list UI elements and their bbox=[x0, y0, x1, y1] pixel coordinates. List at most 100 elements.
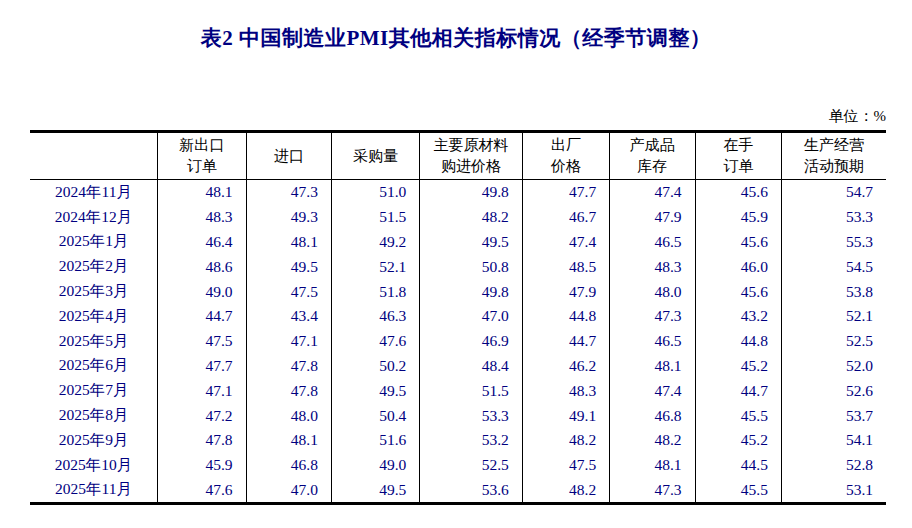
row-label-month: 2025年8月 bbox=[30, 403, 158, 428]
data-cell: 48.5 bbox=[522, 254, 609, 279]
data-cell: 47.8 bbox=[158, 428, 246, 453]
data-cell: 51.8 bbox=[331, 279, 419, 304]
data-cell: 53.8 bbox=[781, 279, 886, 304]
data-cell: 51.5 bbox=[420, 378, 522, 403]
header-row: 新出口 订单 进口 采购量 主要原材料 购进价格 出厂 价格 产成品 库存 在手… bbox=[30, 132, 886, 180]
table-row: 2024年11月48.147.351.049.847.747.445.654.7 bbox=[30, 180, 886, 205]
data-cell: 48.3 bbox=[522, 378, 609, 403]
corner-cell bbox=[30, 132, 158, 180]
data-cell: 51.0 bbox=[331, 180, 419, 205]
data-cell: 43.4 bbox=[246, 304, 331, 329]
data-cell: 53.3 bbox=[781, 205, 886, 230]
data-cell: 47.6 bbox=[331, 329, 419, 354]
data-cell: 49.1 bbox=[522, 403, 609, 428]
data-cell: 49.5 bbox=[420, 230, 522, 255]
data-cell: 46.5 bbox=[610, 230, 695, 255]
data-cell: 48.3 bbox=[158, 205, 246, 230]
data-cell: 52.5 bbox=[420, 453, 522, 478]
data-cell: 53.6 bbox=[420, 478, 522, 504]
data-cell: 47.1 bbox=[246, 329, 331, 354]
data-cell: 48.2 bbox=[522, 428, 609, 453]
table-row: 2025年7月47.147.849.551.548.347.444.752.6 bbox=[30, 378, 886, 403]
data-cell: 48.1 bbox=[158, 180, 246, 205]
document-page: 表2 中国制造业PMI其他相关指标情况（经季节调整） 单位：% 新出口 订单 进… bbox=[0, 0, 912, 528]
data-cell: 45.2 bbox=[695, 354, 781, 379]
data-cell: 47.9 bbox=[610, 205, 695, 230]
data-cell: 47.3 bbox=[610, 478, 695, 504]
pmi-indicators-table: 新出口 订单 进口 采购量 主要原材料 购进价格 出厂 价格 产成品 库存 在手… bbox=[30, 130, 886, 505]
data-cell: 48.2 bbox=[610, 428, 695, 453]
data-cell: 50.4 bbox=[331, 403, 419, 428]
data-cell: 45.6 bbox=[695, 180, 781, 205]
data-cell: 47.8 bbox=[246, 378, 331, 403]
data-cell: 54.1 bbox=[781, 428, 886, 453]
data-cell: 50.8 bbox=[420, 254, 522, 279]
table-row: 2025年11月47.647.049.553.648.247.345.553.1 bbox=[30, 478, 886, 504]
data-cell: 45.9 bbox=[158, 453, 246, 478]
row-label-month: 2025年3月 bbox=[30, 279, 158, 304]
row-label-month: 2025年1月 bbox=[30, 230, 158, 255]
data-cell: 47.5 bbox=[158, 329, 246, 354]
data-cell: 43.2 bbox=[695, 304, 781, 329]
column-header-purchasing-volume: 采购量 bbox=[331, 132, 419, 180]
data-cell: 52.0 bbox=[781, 354, 886, 379]
row-label-month: 2024年12月 bbox=[30, 205, 158, 230]
data-cell: 48.1 bbox=[610, 453, 695, 478]
data-cell: 44.7 bbox=[695, 378, 781, 403]
data-cell: 52.1 bbox=[331, 254, 419, 279]
row-label-month: 2025年5月 bbox=[30, 329, 158, 354]
data-cell: 47.4 bbox=[522, 230, 609, 255]
data-cell: 52.6 bbox=[781, 378, 886, 403]
data-cell: 51.6 bbox=[331, 428, 419, 453]
row-label-month: 2024年11月 bbox=[30, 180, 158, 205]
table-body: 2024年11月48.147.351.049.847.747.445.654.7… bbox=[30, 180, 886, 504]
data-cell: 55.3 bbox=[781, 230, 886, 255]
data-cell: 49.8 bbox=[420, 279, 522, 304]
data-cell: 46.3 bbox=[331, 304, 419, 329]
data-cell: 48.0 bbox=[246, 403, 331, 428]
data-cell: 47.6 bbox=[158, 478, 246, 504]
data-cell: 45.6 bbox=[695, 230, 781, 255]
data-cell: 47.7 bbox=[158, 354, 246, 379]
data-cell: 48.1 bbox=[246, 428, 331, 453]
table-row: 2024年12月48.349.351.548.246.747.945.953.3 bbox=[30, 205, 886, 230]
data-cell: 53.1 bbox=[781, 478, 886, 504]
data-cell: 52.8 bbox=[781, 453, 886, 478]
column-header-finished-goods-inventory: 产成品 库存 bbox=[610, 132, 695, 180]
data-cell: 47.9 bbox=[522, 279, 609, 304]
data-cell: 46.8 bbox=[610, 403, 695, 428]
data-cell: 47.2 bbox=[158, 403, 246, 428]
data-cell: 48.0 bbox=[610, 279, 695, 304]
data-cell: 47.3 bbox=[610, 304, 695, 329]
data-cell: 48.6 bbox=[158, 254, 246, 279]
data-cell: 46.5 bbox=[610, 329, 695, 354]
unit-label: 单位：% bbox=[30, 106, 886, 126]
table-row: 2025年10月45.946.849.052.547.548.144.552.8 bbox=[30, 453, 886, 478]
data-cell: 47.5 bbox=[246, 279, 331, 304]
table-row: 2025年3月49.047.551.849.847.948.045.653.8 bbox=[30, 279, 886, 304]
data-cell: 44.8 bbox=[522, 304, 609, 329]
data-cell: 53.2 bbox=[420, 428, 522, 453]
data-cell: 49.2 bbox=[331, 230, 419, 255]
table-row: 2025年9月47.848.151.653.248.248.245.254.1 bbox=[30, 428, 886, 453]
data-cell: 47.1 bbox=[158, 378, 246, 403]
data-cell: 49.5 bbox=[331, 478, 419, 504]
data-cell: 49.0 bbox=[158, 279, 246, 304]
data-cell: 53.3 bbox=[420, 403, 522, 428]
data-cell: 47.0 bbox=[420, 304, 522, 329]
data-cell: 48.2 bbox=[522, 478, 609, 504]
data-cell: 48.1 bbox=[246, 230, 331, 255]
data-cell: 46.4 bbox=[158, 230, 246, 255]
table-row: 2025年2月48.649.552.150.848.548.346.054.5 bbox=[30, 254, 886, 279]
table-row: 2025年1月46.448.149.249.547.446.545.655.3 bbox=[30, 230, 886, 255]
data-cell: 47.0 bbox=[246, 478, 331, 504]
data-cell: 45.2 bbox=[695, 428, 781, 453]
data-cell: 45.6 bbox=[695, 279, 781, 304]
data-cell: 47.4 bbox=[610, 378, 695, 403]
data-cell: 45.5 bbox=[695, 403, 781, 428]
data-cell: 46.0 bbox=[695, 254, 781, 279]
data-cell: 44.5 bbox=[695, 453, 781, 478]
data-cell: 54.7 bbox=[781, 180, 886, 205]
column-header-business-expectations: 生产经营 活动预期 bbox=[781, 132, 886, 180]
data-cell: 48.1 bbox=[610, 354, 695, 379]
